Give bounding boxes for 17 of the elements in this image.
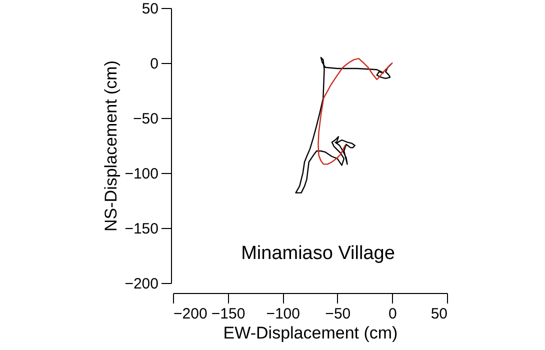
x-tick-label: −100 [266,306,300,322]
y-tick-label: 50 [142,0,158,18]
line-series [318,58,393,165]
y-tick-label: −200 [124,276,158,292]
x-tick-label: 0 [388,306,397,322]
y-tick-label: −150 [124,220,158,238]
y-axis-title: NS-Displacement (cm) [102,60,121,232]
x-axis-title: EW-Displacement (cm) [223,324,398,342]
x-tick-label: −50 [325,306,351,322]
x-tick-label: −200 [174,306,208,322]
annotation: Minamiaso Village [241,243,395,264]
y-tick-label: −50 [133,110,158,128]
y-tick-label: 0 [150,56,158,72]
x-tick-label: 50 [430,306,448,322]
x-tick-label: −150 [211,306,246,322]
line-series [295,56,392,194]
y-tick-label: −100 [124,166,158,182]
